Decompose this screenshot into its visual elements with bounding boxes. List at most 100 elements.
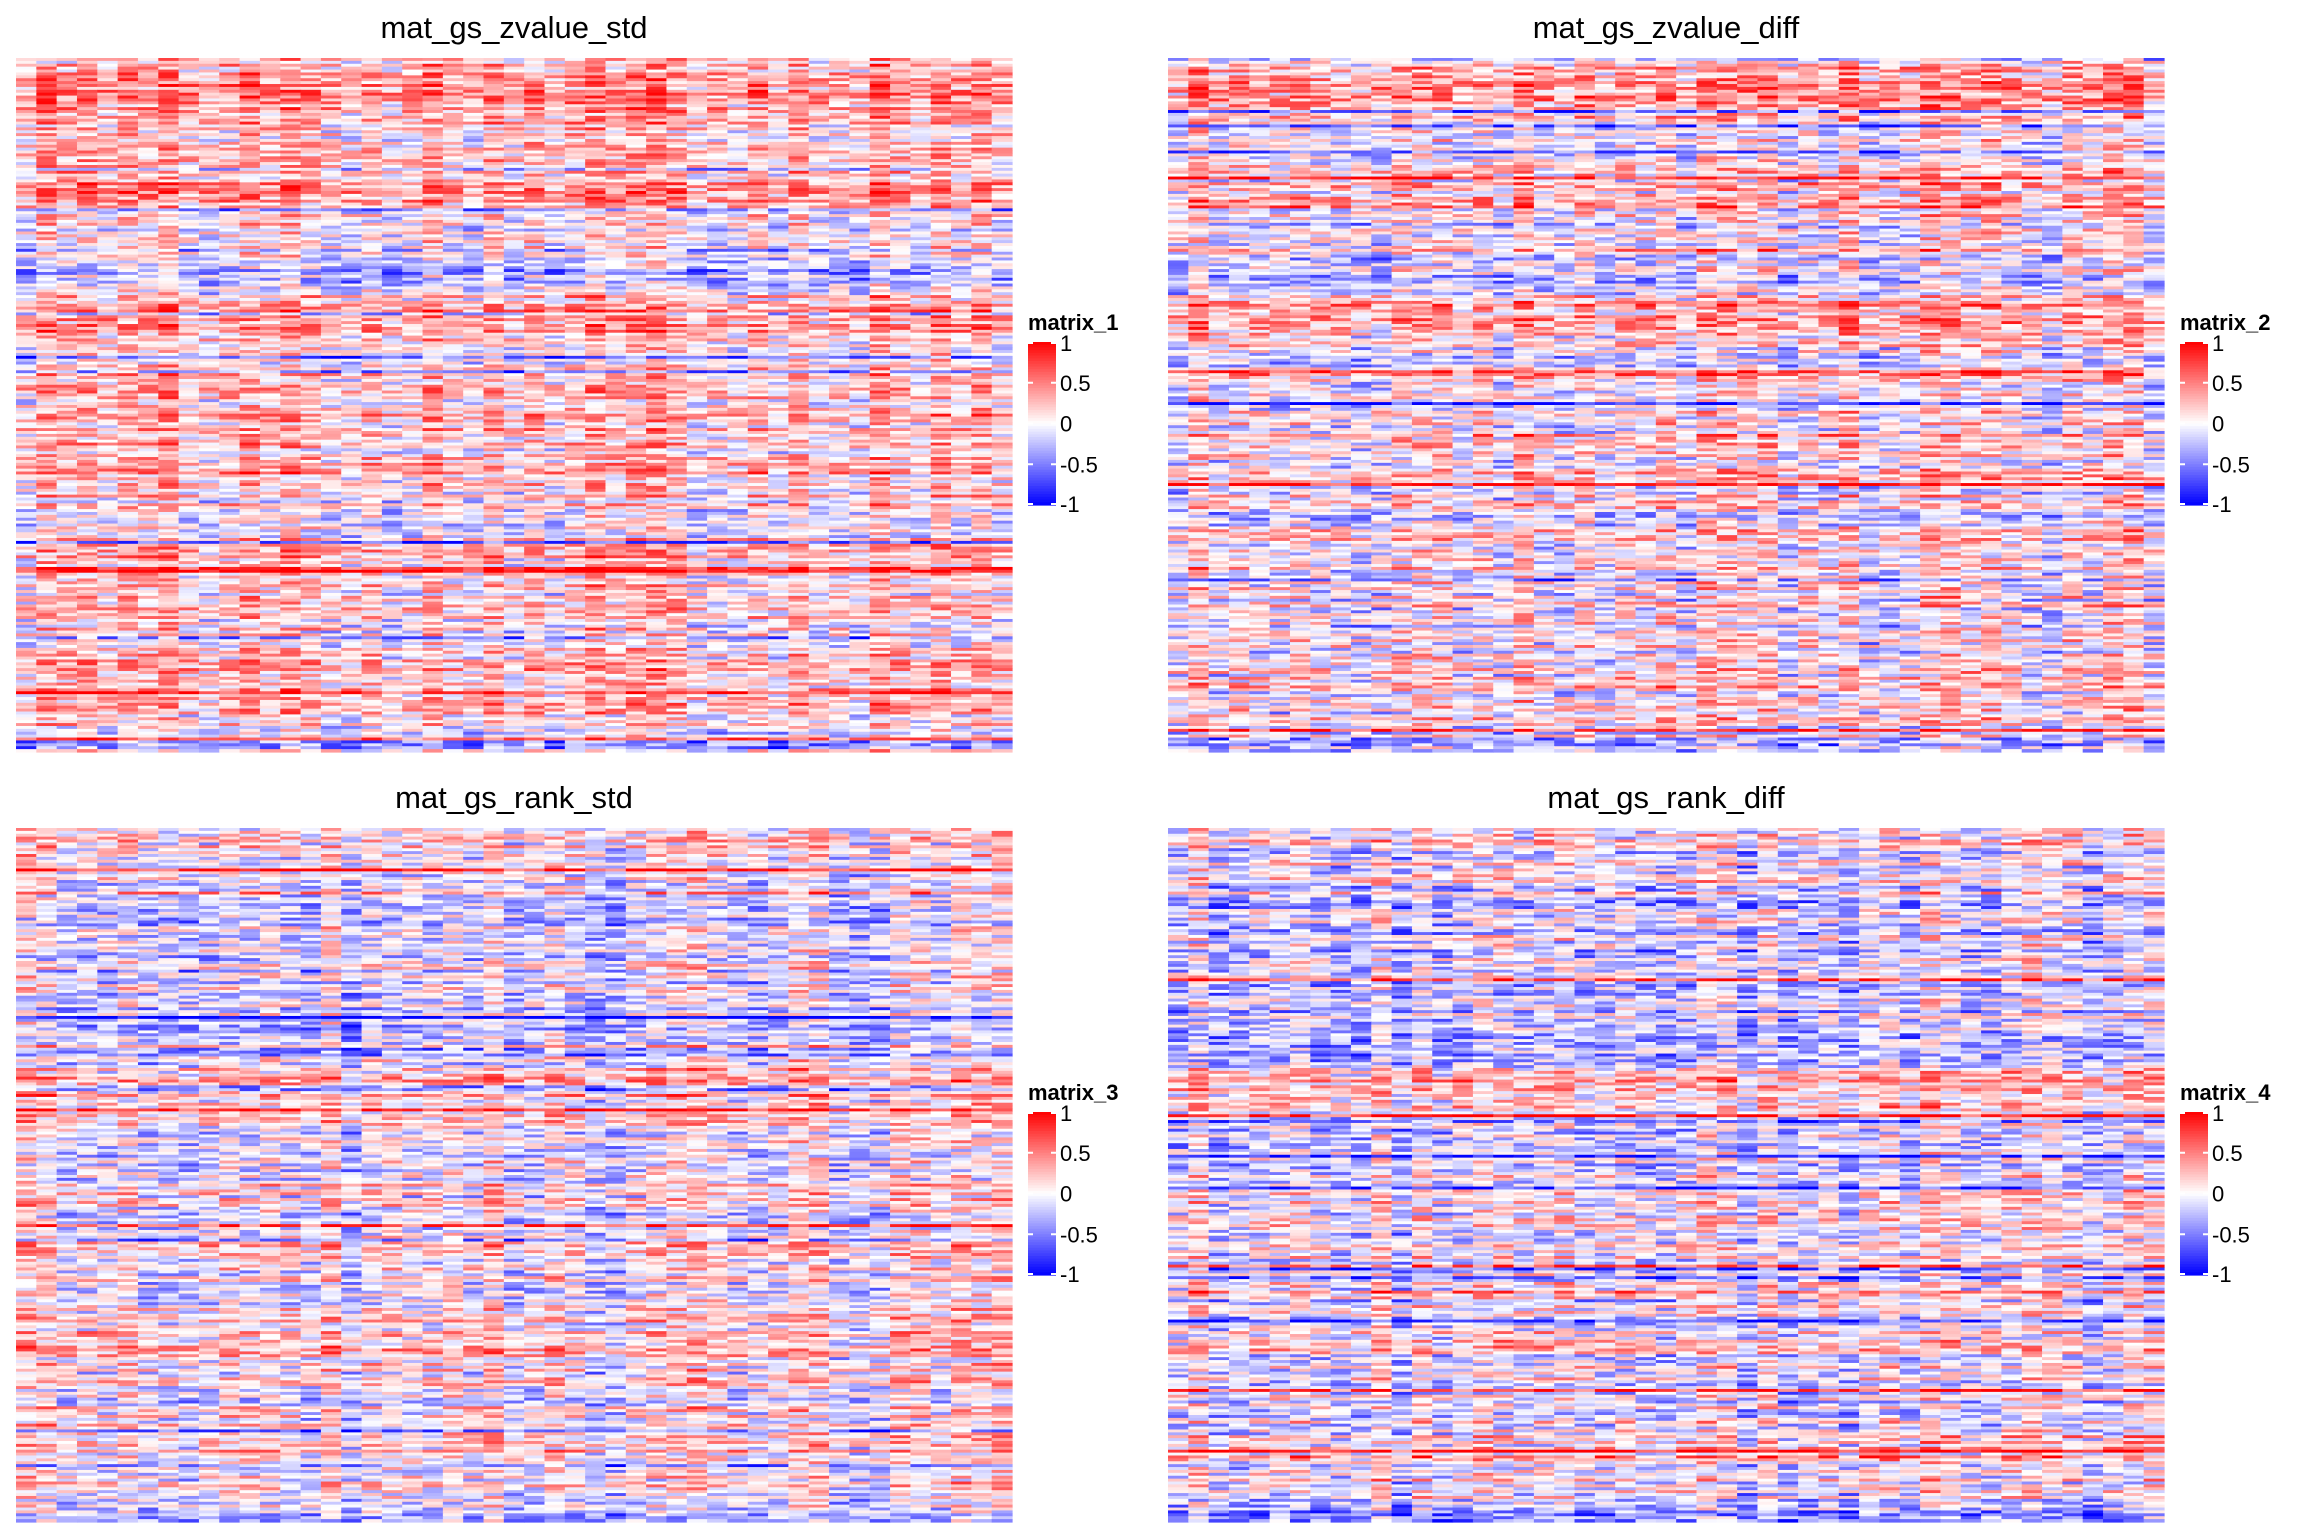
heatmap-cell [381, 118, 403, 123]
heatmap-cell [930, 84, 952, 88]
heatmap-cell [320, 130, 342, 134]
heatmap-cell [239, 162, 261, 166]
heatmap-cell [585, 107, 607, 111]
heatmap-cell [259, 104, 281, 108]
heatmap-cell [544, 115, 566, 120]
heatmap-cell [36, 89, 58, 94]
heatmap-cell [747, 130, 769, 134]
heatmap-cell [930, 144, 952, 149]
heatmap-cell [36, 133, 58, 137]
heatmap-cell [442, 153, 464, 157]
heatmap-cell [910, 156, 932, 160]
heatmap-cell [646, 136, 668, 140]
heatmap-cell [625, 86, 647, 91]
heatmap-cell [239, 147, 261, 152]
heatmap-cell [788, 58, 810, 62]
heatmap-cell [747, 58, 769, 62]
heatmap-cell [320, 104, 342, 108]
heatmap-cell [646, 95, 668, 100]
heatmap-cell [16, 84, 37, 88]
heatmap-cell [829, 110, 850, 114]
heatmap-cell [483, 136, 505, 140]
heatmap-cell [971, 66, 993, 71]
heatmap-cell [483, 153, 505, 157]
heatmap-cell [625, 60, 647, 65]
heatmap-cell [808, 63, 830, 68]
heatmap-cell [320, 110, 342, 114]
heatmap-cell [951, 66, 972, 71]
heatmap-cell [808, 86, 830, 91]
heatmap-cell [56, 104, 78, 108]
heatmap-cell [605, 86, 627, 91]
heatmap-cell [56, 75, 78, 79]
heatmap-cell [890, 112, 911, 117]
heatmap-cell [137, 138, 159, 143]
heatmap-cell [544, 66, 566, 71]
heatmap-cell [869, 107, 891, 111]
heatmap-cell [930, 150, 952, 155]
heatmap-cell [463, 124, 485, 128]
heatmap-cell [930, 69, 952, 74]
heatmap-cell [666, 153, 688, 157]
heatmap-cell [76, 115, 98, 120]
heatmap-cell [361, 58, 383, 62]
heatmap-cell [137, 98, 159, 102]
heatmap-cell [991, 130, 1013, 134]
heatmap-cell [178, 66, 200, 71]
heatmap-cell [117, 89, 139, 94]
heatmap-cell [158, 69, 180, 74]
heatmap-cell [890, 72, 911, 76]
heatmap-cell [300, 136, 322, 140]
heatmap-cell [585, 60, 607, 65]
heatmap-cell [402, 147, 424, 152]
heatmap-cell [422, 124, 444, 128]
heatmap-cell [930, 162, 952, 166]
heatmap-cell [219, 58, 241, 62]
heatmap-cell [341, 136, 363, 140]
heatmap-cell [239, 112, 261, 117]
heatmap-cell [788, 147, 810, 152]
heatmap-cell [463, 118, 485, 123]
heatmap-cell [869, 89, 891, 94]
heatmap-cell [36, 66, 58, 71]
heatmap-cell [686, 81, 708, 85]
heatmap-cell [910, 69, 932, 74]
heatmap-cell [727, 141, 749, 146]
heatmap-cell [56, 58, 78, 62]
heatmap-cell [503, 127, 525, 131]
heatmap-cell [158, 98, 180, 102]
heatmap-cell [280, 124, 302, 128]
heatmap-cell [707, 115, 729, 120]
heatmap-cell [910, 78, 932, 82]
heatmap-cell [503, 153, 525, 157]
heatmap-cell [483, 107, 505, 111]
heatmap-cell [219, 121, 241, 126]
heatmap-cell [76, 92, 98, 97]
heatmap-cell [259, 138, 281, 143]
heatmap-cell [544, 81, 566, 85]
heatmap-cell [869, 156, 891, 160]
heatmap-cell [788, 75, 810, 79]
heatmap-cell [971, 124, 993, 128]
heatmap-cell [686, 147, 708, 152]
heatmap-cell [585, 130, 607, 134]
heatmap-cell [605, 101, 627, 105]
heatmap-cell [808, 69, 830, 74]
heatmap-cell [483, 162, 505, 166]
heatmap-cell [849, 107, 871, 111]
heatmap-cell [808, 58, 830, 62]
heatmap-cell [76, 121, 98, 126]
heatmap-cell [259, 58, 281, 62]
heatmap-cell [219, 124, 241, 128]
heatmap-cell [381, 98, 403, 102]
heatmap-cell [219, 95, 241, 100]
heatmap-cell [951, 112, 972, 117]
heatmap-cell [320, 63, 342, 68]
heatmap-cell [422, 81, 444, 85]
heatmap-cell [483, 101, 505, 105]
heatmap-cell [361, 98, 383, 102]
heatmap-cell [381, 156, 403, 160]
heatmap-cell [849, 75, 871, 79]
heatmap-cell [991, 66, 1013, 71]
heatmap-cell [930, 89, 952, 94]
